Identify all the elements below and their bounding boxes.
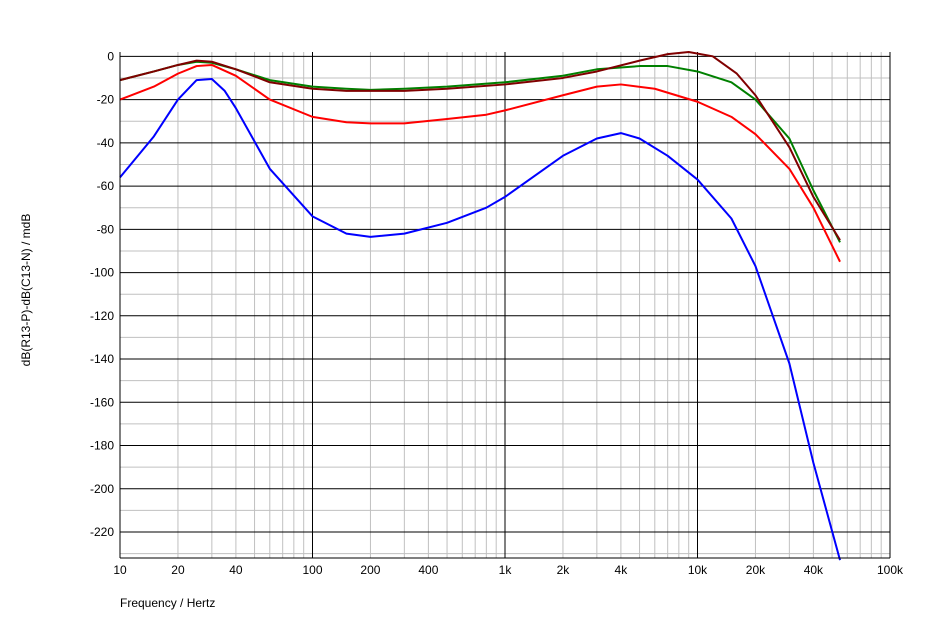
x-tick-label: 2k: [557, 563, 571, 577]
y-tick-label: -220: [90, 525, 114, 539]
y-tick-label: 0: [107, 49, 114, 63]
y-axis-label: dB(R13-P)-dB(C13-N) / mdB: [19, 214, 33, 367]
x-tick-label: 40k: [804, 563, 824, 577]
x-tick-label: 4k: [615, 563, 629, 577]
y-tick-label: -40: [97, 136, 115, 150]
series-line-1: [119, 60, 841, 243]
y-tick-label: -200: [90, 482, 114, 496]
x-tick-label: 10k: [688, 563, 708, 577]
y-tick-label: -20: [97, 93, 115, 107]
y-tick-label: -180: [90, 439, 114, 453]
y-tick-label: -140: [90, 352, 114, 366]
x-tick-label: 100: [302, 563, 322, 577]
x-tick-label: 20k: [746, 563, 766, 577]
y-tick-label: -60: [97, 179, 115, 193]
x-tick-label: 1k: [499, 563, 513, 577]
minor-grid: [120, 52, 890, 558]
x-tick-label: 10: [113, 563, 127, 577]
series-line-3: [119, 63, 841, 263]
y-tick-label: -80: [97, 222, 115, 236]
x-axis-ticks: 10 20 40 100 200 400 1k 2k 4k 10k 20k 40k 100k: [113, 563, 904, 577]
x-tick-label: 400: [418, 563, 438, 577]
series-line-4: [119, 78, 841, 561]
x-tick-label: 20: [171, 563, 185, 577]
series-line-2: [119, 51, 841, 241]
x-tick-label: 100k: [877, 563, 904, 577]
x-tick-label: 40: [229, 563, 243, 577]
y-tick-label: -100: [90, 266, 114, 280]
x-axis-label: Frequency / Hertz: [120, 596, 215, 610]
x-tick-label: 200: [360, 563, 380, 577]
y-axis-ticks: 0 -20 -40 -60 -80 -100 -120 -140 -160 -180 -200 -22…: [90, 49, 114, 539]
plot-frame: [119, 52, 891, 559]
y-tick-label: -160: [90, 395, 114, 409]
y-tick-label: -120: [90, 309, 114, 323]
series-layer: [119, 51, 841, 561]
